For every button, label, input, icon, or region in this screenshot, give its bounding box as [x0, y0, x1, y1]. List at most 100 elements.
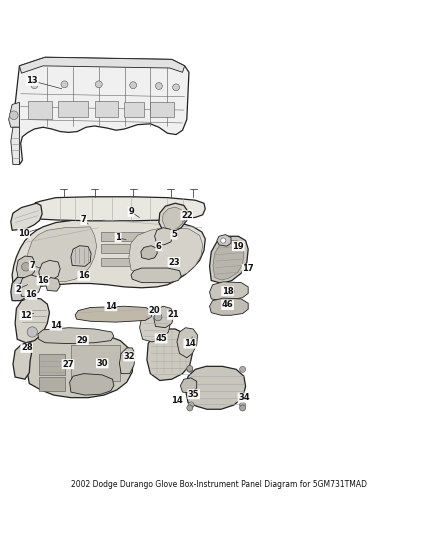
Circle shape	[21, 262, 30, 271]
Polygon shape	[213, 240, 244, 280]
Bar	[71, 345, 120, 381]
Bar	[58, 101, 88, 117]
Polygon shape	[13, 343, 32, 379]
Text: 6: 6	[156, 241, 162, 251]
Polygon shape	[217, 235, 231, 246]
Circle shape	[187, 366, 193, 373]
Text: 7: 7	[81, 215, 87, 224]
Text: 32: 32	[124, 352, 135, 361]
Text: 13: 13	[26, 76, 38, 85]
Polygon shape	[34, 197, 205, 221]
Text: 20: 20	[149, 305, 160, 314]
Polygon shape	[27, 330, 133, 398]
Bar	[101, 244, 167, 254]
Text: 22: 22	[181, 211, 193, 220]
Polygon shape	[141, 246, 157, 260]
Text: 5: 5	[171, 230, 177, 239]
Polygon shape	[120, 348, 135, 374]
Polygon shape	[70, 374, 114, 395]
Polygon shape	[147, 329, 192, 381]
Text: 2: 2	[15, 285, 21, 294]
Polygon shape	[15, 297, 49, 343]
Text: 45: 45	[155, 334, 167, 343]
Circle shape	[17, 282, 28, 293]
Circle shape	[10, 111, 18, 119]
Polygon shape	[162, 207, 184, 230]
Text: 12: 12	[20, 311, 32, 320]
Text: 28: 28	[21, 343, 32, 352]
Polygon shape	[209, 236, 248, 284]
Circle shape	[154, 313, 162, 321]
Text: 14: 14	[50, 321, 62, 330]
Polygon shape	[39, 260, 60, 280]
Text: 29: 29	[77, 336, 88, 345]
Polygon shape	[186, 366, 246, 409]
Text: 46: 46	[222, 301, 233, 310]
Bar	[124, 102, 144, 117]
Text: 27: 27	[62, 360, 74, 369]
Polygon shape	[13, 57, 189, 165]
Text: 9: 9	[128, 207, 134, 216]
Circle shape	[226, 287, 234, 295]
Polygon shape	[155, 228, 173, 245]
Polygon shape	[19, 275, 41, 296]
Bar	[150, 102, 174, 117]
Polygon shape	[12, 218, 205, 288]
Polygon shape	[140, 309, 171, 342]
Text: 16: 16	[37, 276, 49, 285]
Circle shape	[95, 81, 102, 88]
Polygon shape	[131, 268, 181, 282]
Polygon shape	[154, 306, 174, 328]
Text: 1: 1	[115, 233, 121, 242]
Text: 19: 19	[233, 241, 244, 251]
Polygon shape	[9, 102, 19, 127]
Circle shape	[187, 405, 193, 411]
Polygon shape	[180, 378, 197, 393]
Circle shape	[61, 81, 68, 88]
Bar	[95, 101, 118, 117]
Text: 34: 34	[238, 393, 250, 402]
Circle shape	[173, 84, 180, 91]
Polygon shape	[71, 246, 91, 266]
Text: 35: 35	[188, 390, 199, 399]
Bar	[28, 101, 52, 119]
Text: 23: 23	[168, 257, 180, 266]
Text: 16: 16	[25, 290, 37, 299]
Polygon shape	[159, 203, 188, 232]
Circle shape	[221, 238, 226, 243]
Polygon shape	[11, 203, 42, 230]
Polygon shape	[209, 298, 248, 315]
Polygon shape	[129, 227, 203, 280]
Circle shape	[240, 402, 246, 408]
Polygon shape	[11, 127, 19, 165]
Polygon shape	[177, 328, 198, 358]
Text: 10: 10	[18, 229, 29, 238]
Polygon shape	[19, 57, 185, 73]
Text: 21: 21	[168, 310, 180, 319]
Circle shape	[155, 83, 162, 90]
Text: 17: 17	[242, 264, 254, 273]
Circle shape	[240, 405, 246, 411]
Text: 30: 30	[96, 359, 108, 368]
Circle shape	[188, 402, 194, 408]
Circle shape	[130, 82, 137, 88]
Text: 14: 14	[171, 396, 183, 405]
Text: 14: 14	[105, 302, 117, 311]
Polygon shape	[27, 227, 97, 282]
Polygon shape	[16, 256, 35, 278]
Text: 14: 14	[184, 339, 196, 348]
Bar	[39, 354, 65, 375]
Bar	[101, 258, 167, 266]
Circle shape	[187, 366, 193, 372]
Circle shape	[31, 82, 38, 88]
Circle shape	[27, 327, 37, 337]
Polygon shape	[11, 275, 35, 301]
Circle shape	[240, 366, 246, 373]
Text: 16: 16	[78, 271, 90, 280]
Polygon shape	[45, 278, 60, 291]
Text: 18: 18	[222, 287, 233, 296]
Bar	[39, 377, 65, 391]
Bar	[101, 232, 167, 240]
Polygon shape	[38, 328, 114, 344]
Polygon shape	[75, 306, 152, 322]
